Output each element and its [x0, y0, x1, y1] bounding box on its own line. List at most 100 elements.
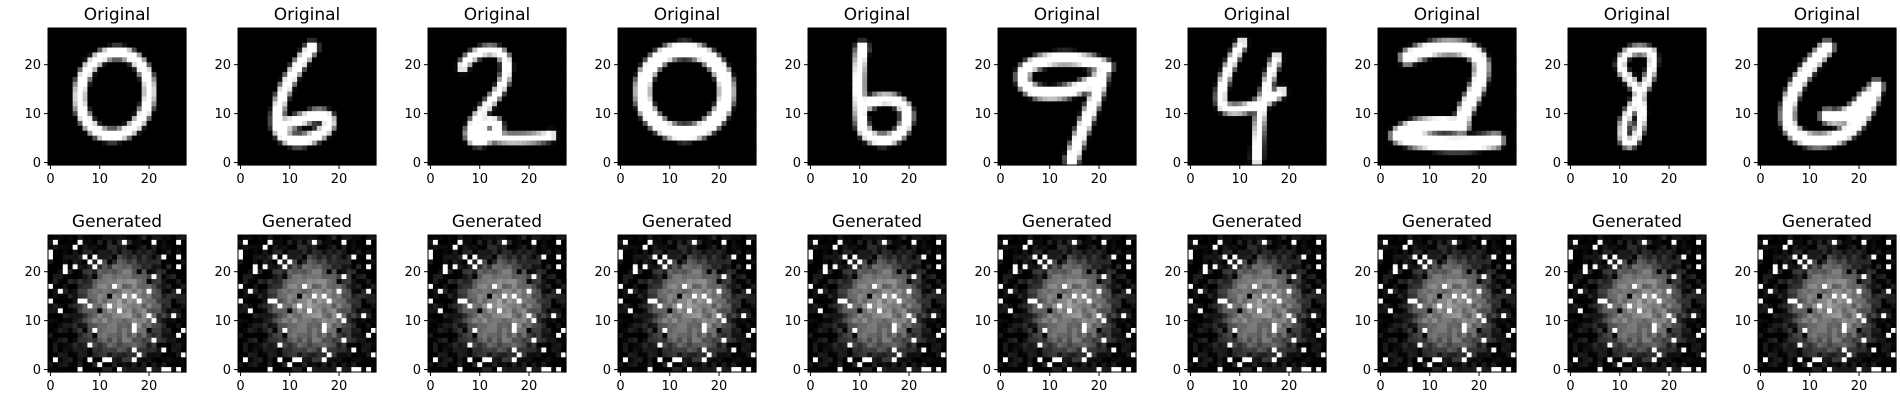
image — [48, 28, 187, 166]
x-tick-label: 10 — [1801, 172, 1818, 187]
y-tick-label: 20 — [1354, 58, 1371, 73]
y-tick-label: 0 — [1743, 156, 1751, 171]
y-tick-label: 0 — [223, 156, 231, 171]
image — [428, 235, 567, 373]
x-tick-label: 0 — [46, 379, 54, 394]
y-tick-label: 10 — [974, 107, 991, 122]
panel-generated-6: Generated 0 10 20 0 10 20 — [974, 212, 1137, 394]
panel-title: Original — [1604, 5, 1671, 25]
panel-original-6: Original 0 10 20 0 10 20 — [974, 5, 1137, 187]
x-tick-label: 20 — [1281, 379, 1298, 394]
x-tick-label: 0 — [806, 172, 814, 187]
y-tick-label: 20 — [1734, 58, 1751, 73]
x-tick-label: 20 — [141, 379, 158, 394]
panel-title: Original — [464, 5, 531, 25]
axes-frame — [997, 234, 1137, 373]
panel-original-1: Original 0 10 20 0 10 20 — [24, 5, 187, 187]
y-tick-label: 10 — [1544, 107, 1561, 122]
panel-generated-5: Generated 0 10 20 0 10 20 — [784, 212, 947, 394]
axes-frame — [1757, 27, 1897, 166]
y-tick-label: 20 — [404, 58, 421, 73]
y-tick-label: 0 — [603, 156, 611, 171]
image — [238, 235, 377, 373]
panel-title: Generated — [1782, 212, 1872, 232]
y-tick-label: 0 — [413, 156, 421, 171]
y-tick-label: 10 — [1164, 314, 1181, 329]
y-tick-label: 0 — [793, 363, 801, 378]
panel-title: Original — [1794, 5, 1861, 25]
x-tick-label: 0 — [1186, 172, 1194, 187]
y-tick-label: 10 — [594, 314, 611, 329]
x-tick-label: 0 — [806, 379, 814, 394]
y-tick-label: 10 — [214, 314, 231, 329]
x-tick-label: 10 — [1421, 379, 1438, 394]
y-tick-label: 20 — [24, 58, 41, 73]
panel-title: Generated — [832, 212, 922, 232]
panel-title: Original — [1414, 5, 1481, 25]
panel-title: Generated — [72, 212, 162, 232]
axes-frame — [1377, 234, 1517, 373]
x-tick-label: 10 — [91, 379, 108, 394]
x-tick-label: 0 — [236, 172, 244, 187]
y-tick-label: 20 — [24, 265, 41, 280]
panel-title: Original — [1034, 5, 1101, 25]
x-tick-label: 20 — [1851, 379, 1868, 394]
axes-frame — [237, 234, 377, 373]
x-tick-label: 0 — [236, 379, 244, 394]
x-tick-label: 0 — [426, 379, 434, 394]
x-tick-label: 10 — [91, 172, 108, 187]
x-tick-label: 20 — [1661, 172, 1678, 187]
y-tick-label: 0 — [603, 363, 611, 378]
panel-title: Original — [1224, 5, 1291, 25]
panel-title: Generated — [642, 212, 732, 232]
image — [1758, 235, 1897, 373]
x-tick-label: 20 — [331, 172, 348, 187]
image — [428, 28, 567, 166]
axes-frame — [427, 27, 567, 166]
x-tick-label: 0 — [1186, 379, 1194, 394]
y-tick-label: 20 — [974, 58, 991, 73]
x-tick-label: 10 — [471, 379, 488, 394]
image — [1378, 28, 1517, 166]
x-tick-label: 0 — [616, 172, 624, 187]
panel-title: Original — [654, 5, 721, 25]
y-tick-label: 0 — [1173, 363, 1181, 378]
x-tick-label: 0 — [616, 379, 624, 394]
x-tick-label: 10 — [1231, 172, 1248, 187]
image — [618, 235, 757, 373]
axes-frame — [1567, 27, 1707, 166]
x-tick-label: 20 — [331, 379, 348, 394]
x-tick-label: 0 — [1566, 379, 1574, 394]
y-tick-label: 20 — [784, 58, 801, 73]
image — [1568, 28, 1707, 166]
panel-title: Original — [844, 5, 911, 25]
axes-frame — [807, 27, 947, 166]
panel-title: Generated — [1592, 212, 1682, 232]
y-tick-label: 20 — [594, 58, 611, 73]
axes-frame — [47, 27, 187, 166]
axes-frame — [997, 27, 1137, 166]
image — [808, 28, 947, 166]
y-tick-label: 0 — [793, 156, 801, 171]
panel-generated-7: Generated 0 10 20 0 10 20 — [1164, 212, 1327, 394]
x-tick-label: 10 — [1231, 379, 1248, 394]
axes-frame — [1757, 234, 1897, 373]
y-tick-label: 10 — [24, 107, 41, 122]
x-tick-label: 10 — [471, 172, 488, 187]
image — [238, 28, 377, 166]
y-tick-label: 20 — [214, 265, 231, 280]
x-tick-label: 10 — [661, 172, 678, 187]
image — [1188, 235, 1327, 373]
panel-title: Generated — [1212, 212, 1302, 232]
y-tick-label: 10 — [404, 314, 421, 329]
panel-original-7: Original 0 10 20 0 10 20 — [1164, 5, 1327, 187]
panel-generated-8: Generated 0 10 20 0 10 20 — [1354, 212, 1517, 394]
y-tick-label: 20 — [594, 265, 611, 280]
y-tick-label: 20 — [1164, 58, 1181, 73]
panel-title: Original — [274, 5, 341, 25]
x-tick-label: 10 — [1801, 379, 1818, 394]
y-tick-label: 20 — [1734, 265, 1751, 280]
x-tick-label: 10 — [281, 379, 298, 394]
y-tick-label: 10 — [1354, 314, 1371, 329]
